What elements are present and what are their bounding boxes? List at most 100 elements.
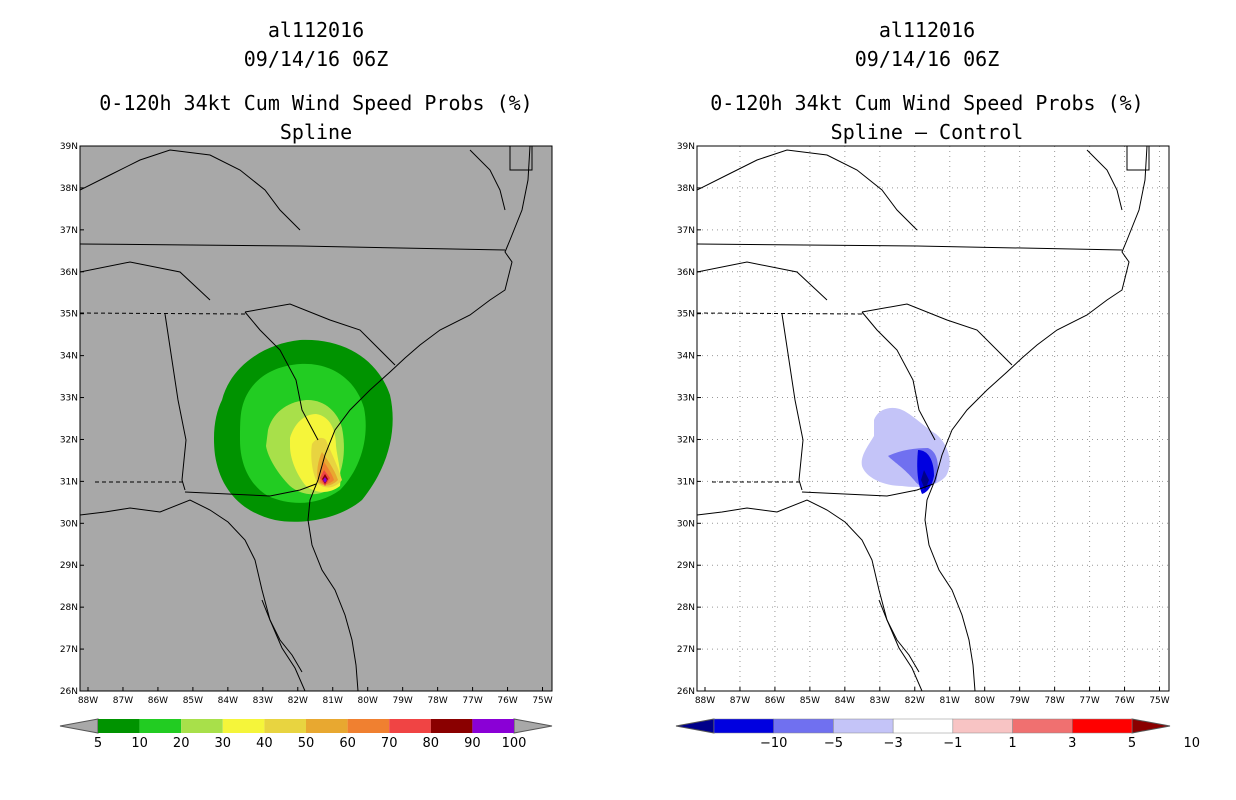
colorbar-label: 100: [502, 736, 527, 751]
left-sc-ga-border: [244, 311, 319, 441]
lat-label: 37N: [677, 226, 695, 236]
colorbar-label: 3: [1068, 736, 1076, 751]
colorbar-under-triangle: [59, 718, 99, 734]
left-product-title: 0-120h 34kt Cum Wind Speed Probs (%): [99, 91, 533, 115]
lon-label: 84W: [835, 696, 855, 706]
lat-label: 29N: [60, 561, 78, 571]
lon-label: 81W: [323, 696, 343, 706]
lon-label: 86W: [148, 696, 168, 706]
colorbar-swatch: [389, 719, 431, 733]
lat-label: 31N: [677, 477, 695, 487]
lon-label: 79W: [1009, 696, 1029, 706]
lon-label: 83W: [870, 696, 890, 706]
colorbar-label: 1: [1008, 736, 1016, 751]
colorbar-label: 50: [298, 736, 315, 751]
lon-label: 75W: [1149, 696, 1169, 706]
right-inset-box: [1126, 146, 1150, 171]
lon-label: 80W: [975, 696, 995, 706]
lat-label: 28N: [677, 603, 695, 613]
right-product-title: 0-120h 34kt Cum Wind Speed Probs (%): [710, 91, 1144, 115]
colorbar-swatch: [430, 719, 473, 733]
colorbar-swatch: [1012, 718, 1073, 734]
left-map-frame: [79, 145, 553, 692]
colorbar-over-triangle: [513, 718, 553, 734]
colorbar-swatch: [264, 719, 306, 733]
right-subtitle: Spline – Control: [830, 120, 1024, 144]
lon-label: 88W: [78, 696, 98, 706]
diff-minus10-contour: [921, 470, 929, 490]
colorbar-label: −5: [824, 736, 843, 751]
lon-label: 82W: [905, 696, 925, 706]
colorbar-over-triangle: [1131, 718, 1171, 734]
prob-90-contour: [323, 477, 327, 483]
lon-label: 82W: [288, 696, 308, 706]
lon-label: 81W: [940, 696, 960, 706]
colorbar-swatch: [306, 719, 348, 733]
right-nc-sc-border: [861, 303, 1013, 366]
colorbar-swatch: [952, 718, 1013, 734]
colorbar-label: 60: [339, 736, 356, 751]
right-atlantic-coast: [924, 146, 1148, 691]
lon-label: 87W: [730, 696, 750, 706]
left-gulf-coast: [80, 499, 306, 691]
right-gulf-coast: [697, 499, 923, 691]
diff-minus5-contour: [917, 450, 934, 494]
right-al-ga-border: [781, 313, 804, 491]
lat-label: 33N: [60, 394, 78, 404]
left-al-ga-border: [164, 313, 187, 491]
colorbar-under-triangle: [675, 718, 715, 734]
left-colorbar: 5 10 20 30 40 50 60 70 80 90 100: [59, 718, 553, 751]
left-storm-id: al112016: [267, 18, 365, 42]
colorbar-swatch: [713, 718, 774, 734]
lon-label: 78W: [1044, 696, 1064, 706]
left-appalachian-line: [80, 149, 301, 231]
colorbar-swatch: [472, 719, 514, 733]
lon-label: 76W: [1114, 696, 1134, 706]
left-nc-sc-border: [244, 303, 396, 366]
left-axis-labels: 39N 38N 37N 36N 35N 34N 33N 32N 31N 30N 29N 28N 27N 2…: [60, 142, 553, 706]
colorbar-label: −10: [760, 736, 787, 751]
lon-label: 85W: [183, 696, 203, 706]
lat-label: 26N: [677, 687, 695, 697]
lat-label: 34N: [677, 352, 695, 362]
colorbar-label: −1: [943, 736, 962, 751]
lon-label: 77W: [1079, 696, 1099, 706]
colorbar-label: 5: [94, 736, 102, 751]
lon-label: 87W: [113, 696, 133, 706]
right-chesapeake: [1086, 149, 1123, 211]
colorbar-label: 10: [1183, 736, 1200, 751]
colorbar-swatch: [347, 719, 390, 733]
lat-label: 39N: [677, 142, 695, 152]
lon-label: 88W: [695, 696, 715, 706]
lon-label: 75W: [532, 696, 552, 706]
right-storm-id: al112016: [878, 18, 976, 42]
right-datetime: 09/14/16 06Z: [854, 47, 1000, 71]
colorbar-swatch: [833, 718, 894, 734]
colorbar-label: 20: [173, 736, 190, 751]
lat-label: 32N: [60, 435, 78, 445]
lon-label: 79W: [392, 696, 412, 706]
colorbar-label: 40: [256, 736, 273, 751]
left-chesapeake: [469, 149, 506, 211]
right-appalachian-line: [697, 149, 918, 231]
colorbar-label: −3: [884, 736, 903, 751]
right-map: 39N 38N 37N 36N 35N 34N 33N 32N 31N 30N 29N 28N 27N 2…: [675, 142, 1200, 751]
left-subtitle: Spline: [279, 120, 353, 144]
colorbar-label: 90: [464, 736, 481, 751]
lat-label: 36N: [677, 268, 695, 278]
lon-label: 86W: [765, 696, 785, 706]
right-sc-ga-border: [861, 311, 936, 441]
left-tn-ky-line: [80, 261, 211, 301]
lat-label: 36N: [60, 268, 78, 278]
right-map-background: [697, 146, 1169, 691]
right-tn-ky-line: [697, 261, 828, 301]
colorbar-swatch: [181, 719, 223, 733]
lat-label: 35N: [677, 310, 695, 320]
lon-label: 76W: [497, 696, 517, 706]
lat-label: 27N: [60, 645, 78, 655]
right-ga-fl-border: [801, 483, 934, 497]
lat-label: 28N: [60, 603, 78, 613]
right-map-frame: [696, 145, 1170, 692]
right-colorbar: −10 −5 −3 −1 1 3 5 10: [675, 718, 1200, 751]
lat-label: 30N: [677, 519, 695, 529]
